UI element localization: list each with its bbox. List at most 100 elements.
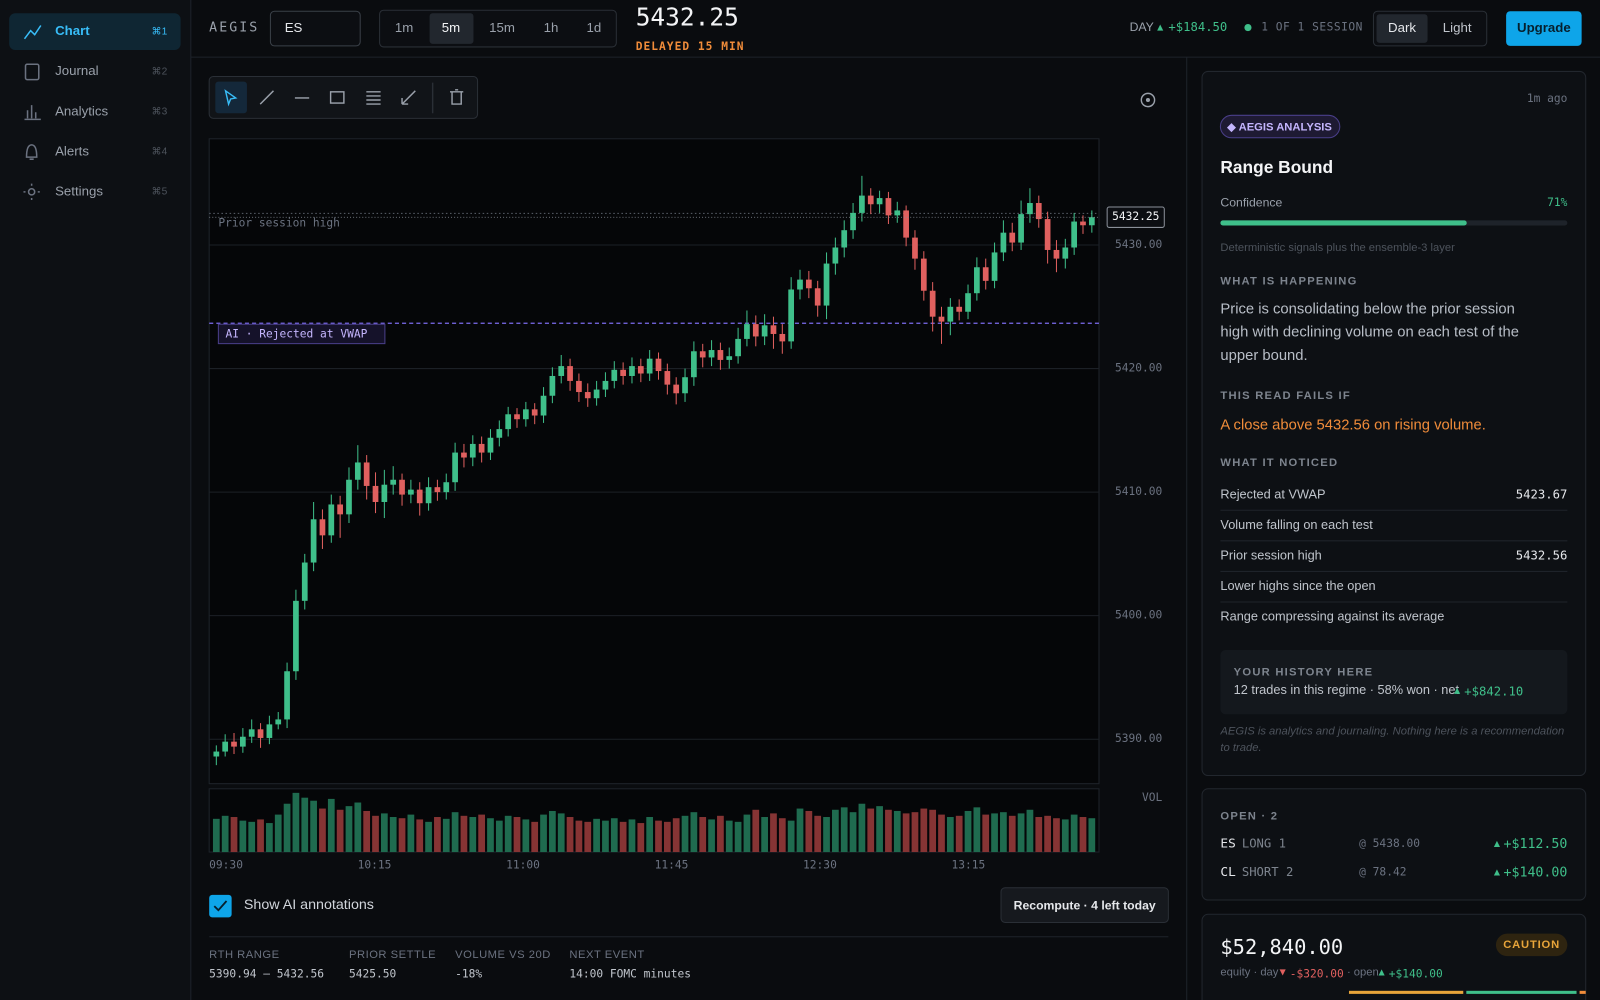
badge-label: ◆ AEGIS ANALYSIS <box>1226 122 1332 134</box>
stat-label: VOLUME VS 20D <box>455 949 551 961</box>
stats: RTH RANGE 5390.94 – 5432.56 PRIOR SETTLE 54… <box>209 949 691 980</box>
candle-body <box>496 429 503 438</box>
level-label: AI · Rejected at VWAP <box>226 327 368 340</box>
day-label: DAY <box>1130 20 1154 34</box>
sidebar <box>0 0 191 1000</box>
volume-bar <box>531 821 539 853</box>
volume-bar <box>902 813 910 853</box>
volume-bar <box>1000 812 1007 853</box>
nav-label[interactable]: Settings <box>55 184 103 199</box>
candle-body <box>867 195 874 205</box>
candle-body <box>416 489 423 504</box>
annotations-label[interactable]: Show AI annotations <box>244 897 374 913</box>
candle-body <box>399 479 405 495</box>
volume-bar <box>336 809 344 853</box>
recompute-button[interactable] <box>1000 887 1169 923</box>
candle-body <box>850 212 856 231</box>
theme-option[interactable]: Dark <box>1388 20 1416 35</box>
timeframe[interactable]: 15m <box>489 20 515 35</box>
nav-label[interactable]: Chart <box>55 23 90 38</box>
candle-body <box>443 482 450 493</box>
up-arrow <box>1378 969 1385 976</box>
volume-bar <box>407 814 415 853</box>
tool-trendline[interactable] <box>259 90 274 105</box>
reset-view-dot <box>1145 97 1150 103</box>
volume-bar <box>557 813 565 853</box>
candle-body <box>982 267 989 281</box>
nav-label[interactable]: Journal <box>55 63 99 78</box>
volume-bar <box>522 819 530 853</box>
x-tick-label: 11:45 <box>655 858 689 871</box>
timeframe[interactable]: 1d <box>587 20 602 35</box>
candle-body <box>354 462 361 480</box>
volume-bar <box>593 818 600 853</box>
noticed-label: Rejected at VWAP <box>1220 486 1325 501</box>
candle-body <box>310 519 317 563</box>
theme-active-bg <box>1376 14 1428 43</box>
candle-body <box>522 409 529 420</box>
tool-select[interactable] <box>224 89 238 107</box>
nav-label[interactable]: Analytics <box>55 103 108 118</box>
candle-body <box>805 279 812 289</box>
active-nav-bg <box>9 13 181 51</box>
candle-body <box>381 484 388 502</box>
symbol-input[interactable] <box>269 10 361 47</box>
tools <box>224 82 464 114</box>
tool-delete[interactable] <box>450 89 464 105</box>
price: 5432.25 <box>636 2 739 31</box>
up-arrow <box>1493 869 1500 876</box>
candle-body <box>452 452 458 483</box>
volume-bar <box>708 819 715 853</box>
volume-bar <box>495 820 503 853</box>
volume-bar <box>911 812 919 853</box>
timeframe[interactable]: 1m <box>395 20 413 35</box>
journal-icon <box>24 63 40 81</box>
candle-body <box>1027 203 1033 215</box>
nav-label[interactable]: Alerts <box>55 143 89 158</box>
last-price-tag <box>1106 206 1165 228</box>
alerts-icon <box>25 144 38 160</box>
candle-body <box>408 489 414 495</box>
volume-bar <box>982 814 990 853</box>
y-tick-label: 5410.00 <box>1115 485 1163 498</box>
candle-body <box>991 252 998 281</box>
timeframe[interactable]: 1h <box>544 20 559 35</box>
candle-body <box>293 600 299 672</box>
theme-option[interactable]: Light <box>1443 20 1472 35</box>
reset-view[interactable] <box>1140 92 1156 108</box>
candle-body <box>1035 203 1042 220</box>
history-title: YOUR HISTORY HERE <box>1234 666 1374 678</box>
volume-bar <box>1079 817 1087 853</box>
volume-bar <box>610 818 618 853</box>
candle-body <box>213 751 220 757</box>
tool-fib[interactable] <box>366 91 381 105</box>
open-label: · open <box>1347 966 1379 978</box>
candle-body <box>372 485 379 502</box>
analysis-title: Range Bound <box>1220 157 1333 177</box>
volume-bar <box>885 809 892 853</box>
symbol[interactable]: ES <box>285 20 303 35</box>
upgrade-button[interactable] <box>1506 11 1582 46</box>
recompute-label[interactable]: Recompute · 4 left today <box>1014 898 1156 912</box>
volume-bar <box>1061 819 1069 853</box>
candle-body <box>1018 214 1024 243</box>
candle-body <box>699 351 706 358</box>
candle-body <box>301 562 308 601</box>
candle-body <box>744 324 750 339</box>
upgrade-label[interactable]: Upgrade <box>1517 20 1571 35</box>
tool-measure[interactable] <box>401 90 416 105</box>
checkmark <box>213 900 228 912</box>
timeframe[interactable]: 5m <box>442 20 460 35</box>
tool-rect[interactable] <box>329 91 345 104</box>
candle-body <box>478 443 485 453</box>
volume-bar <box>354 802 362 853</box>
volume-bar <box>575 820 583 853</box>
volume-bar <box>380 813 388 853</box>
candle-body <box>611 369 618 381</box>
candle-body <box>1080 221 1086 226</box>
volume-bar <box>672 818 680 853</box>
annotations-checkbox[interactable] <box>209 894 232 918</box>
volume-bar <box>876 806 883 853</box>
